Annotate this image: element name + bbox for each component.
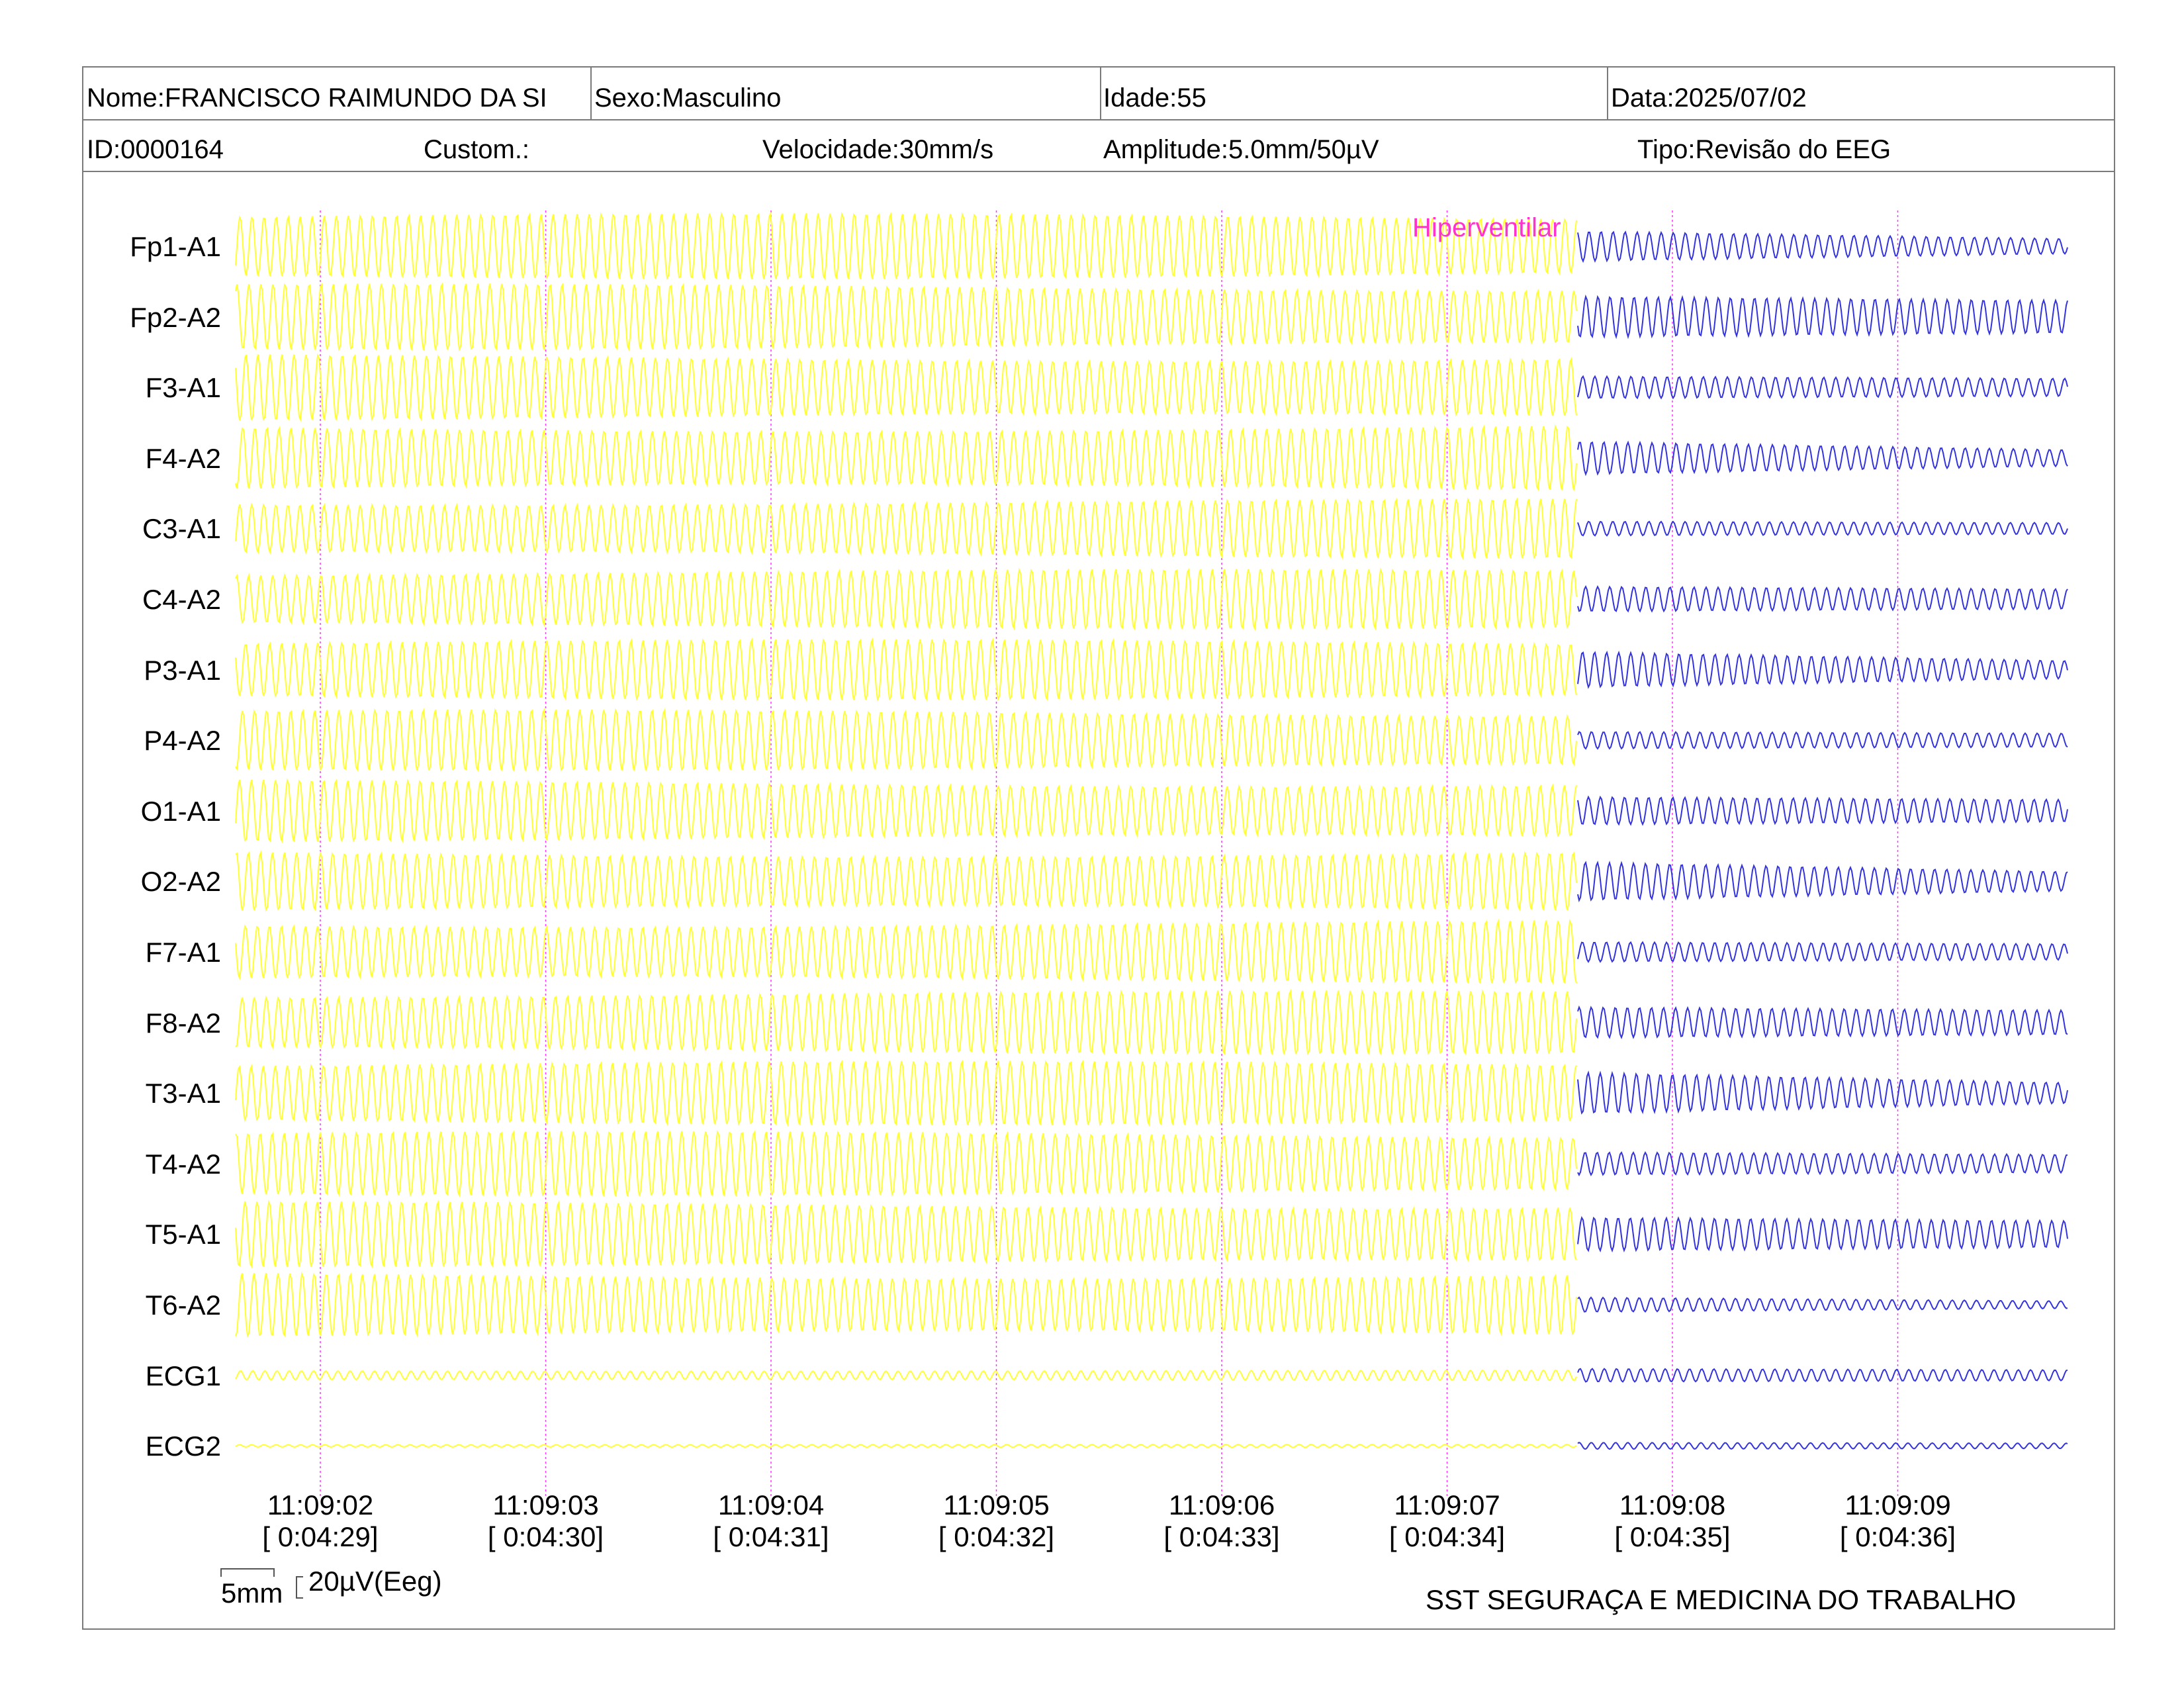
header-divider-2 (82, 171, 2115, 172)
channel-label-o1-a1: O1-A1 (140, 795, 221, 827)
trace-o1-a1-pre (235, 778, 1577, 844)
channel-label-f3-a1: F3-A1 (145, 372, 221, 404)
trace-f4-a2-post (1577, 440, 2068, 477)
speed-setting: Velocidade:30mm/s (762, 135, 994, 164)
trace-ecg2-pre (235, 1443, 1577, 1448)
time-tick-elapsed: [ 0:04:35] (1614, 1521, 1731, 1553)
trace-p4-a2-pre (235, 708, 1577, 773)
time-tick-label: 11:09:09[ 0:04:36] (1819, 1489, 1978, 1554)
time-tick-clock: 11:09:05 (943, 1489, 1050, 1521)
scale-bar-icon (220, 1568, 303, 1599)
amplitude-setting: Amplitude:5.0mm/50µV (1103, 135, 1379, 164)
time-tick-label: 11:09:05[ 0:04:32] (917, 1489, 1076, 1554)
time-tick-elapsed: [ 0:04:33] (1163, 1521, 1280, 1553)
time-tick-clock: 11:09:02 (267, 1489, 374, 1521)
time-tick-label: 11:09:02[ 0:04:29] (241, 1489, 400, 1554)
time-tick-elapsed: [ 0:04:36] (1839, 1521, 1956, 1553)
trace-f3-a1-pre (235, 353, 1577, 422)
record-date: Data:2025/07/02 (1611, 83, 1807, 113)
trace-f8-a2-pre (235, 988, 1577, 1056)
time-tick-elapsed: [ 0:04:30] (487, 1521, 604, 1553)
header-divider-1 (82, 119, 2115, 120)
trace-t4-a2-pre (235, 1129, 1577, 1198)
patient-name: Nome:FRANCISCO RAIMUNDO DA SI (87, 85, 547, 111)
time-tick-elapsed: [ 0:04:32] (938, 1521, 1055, 1553)
trace-f3-a1-post (1577, 375, 2068, 400)
time-tick-label: 11:09:08[ 0:04:35] (1593, 1489, 1752, 1554)
trace-t5-a1-post (1577, 1215, 2068, 1253)
trace-o2-a2-pre (235, 850, 1577, 912)
trace-f7-a1-post (1577, 941, 2068, 963)
scale-vertical-label: 20µV(Eeg) (308, 1566, 442, 1597)
trace-p3-a1-pre (235, 637, 1577, 702)
time-tick-elapsed: [ 0:04:34] (1388, 1521, 1506, 1553)
channel-label-o2-a2: O2-A2 (140, 866, 221, 898)
header-col-divider-1 (590, 66, 592, 119)
page-frame (82, 66, 2115, 1630)
channel-label-fp1-a1: Fp1-A1 (130, 231, 221, 262)
hyperventilation-annotation: Hiperventilar (1412, 213, 1561, 242)
trace-o1-a1-post (1577, 795, 2068, 826)
channel-label-fp2-a2: Fp2-A2 (130, 301, 221, 333)
trace-c4-a2-pre (235, 567, 1577, 631)
trace-t3-a1-pre (235, 1059, 1577, 1127)
channel-label-ecg2: ECG2 (145, 1430, 221, 1462)
channel-label-c4-a2: C4-A2 (142, 584, 221, 615)
time-tick-clock: 11:09:03 (492, 1489, 599, 1521)
trace-c4-a2-post (1577, 585, 2068, 613)
time-tick-clock: 11:09:04 (717, 1489, 825, 1521)
channel-label-t4-a2: T4-A2 (145, 1148, 221, 1180)
channel-label-p4-a2: P4-A2 (144, 725, 221, 757)
channel-label-c3-a1: C3-A1 (142, 513, 221, 545)
trace-t3-a1-post (1577, 1070, 2068, 1115)
trace-t6-a2-pre (235, 1271, 1577, 1338)
time-tick-clock: 11:09:08 (1619, 1489, 1726, 1521)
time-tick-clock: 11:09:09 (1844, 1489, 1951, 1521)
trace-fp2-a2-pre (235, 282, 1577, 352)
trace-c3-a1-pre (235, 496, 1577, 561)
header-col-divider-2 (1100, 66, 1101, 119)
patient-sex: Sexo:Masculino (594, 83, 782, 113)
trace-t6-a2-post (1577, 1296, 2068, 1313)
trace-o2-a2-post (1577, 861, 2068, 903)
time-tick-label: 11:09:03[ 0:04:30] (467, 1489, 625, 1554)
time-tick-label: 11:09:06[ 0:04:33] (1142, 1489, 1301, 1554)
time-tick-clock: 11:09:06 (1168, 1489, 1275, 1521)
time-tick-elapsed: [ 0:04:29] (262, 1521, 379, 1553)
trace-c3-a1-post (1577, 520, 2068, 537)
trace-fp1-a1-post (1577, 230, 2068, 263)
trace-fp2-a2-post (1577, 294, 2068, 340)
custom-field: Custom.: (424, 135, 530, 164)
trace-ecg2-post (1577, 1442, 2068, 1450)
company-name: SST SEGURAÇA E MEDICINA DO TRABALHO (1426, 1584, 2017, 1615)
trace-t4-a2-post (1577, 1150, 2068, 1177)
trace-f4-a2-pre (235, 424, 1577, 491)
channel-label-f8-a2: F8-A2 (145, 1007, 221, 1039)
patient-id: ID:0000164 (87, 135, 224, 164)
trace-ecg1-pre (235, 1369, 1577, 1382)
trace-f7-a1-pre (235, 918, 1577, 985)
trace-fp1-a1-pre (235, 211, 1577, 281)
time-tick-label: 11:09:07[ 0:04:34] (1368, 1489, 1527, 1554)
patient-age: Idade:55 (1103, 83, 1206, 113)
channel-label-p3-a1: P3-A1 (144, 654, 221, 686)
channel-label-t5-a1: T5-A1 (145, 1219, 221, 1250)
channel-label-ecg1: ECG1 (145, 1360, 221, 1391)
trace-p4-a2-post (1577, 730, 2068, 750)
header-col-divider-3 (1607, 66, 1608, 119)
record-type: Tipo:Revisão do EEG (1637, 135, 1891, 164)
channel-label-t3-a1: T3-A1 (145, 1078, 221, 1109)
scale-horizontal-label: 5mm (221, 1577, 283, 1609)
trace-ecg1-post (1577, 1368, 2068, 1383)
trace-t5-a1-pre (235, 1199, 1577, 1268)
channel-label-f4-a2: F4-A2 (145, 442, 221, 474)
trace-f8-a2-post (1577, 1005, 2068, 1039)
time-tick-elapsed: [ 0:04:31] (713, 1521, 829, 1553)
channel-label-t6-a2: T6-A2 (145, 1289, 221, 1321)
time-tick-clock: 11:09:07 (1394, 1489, 1500, 1521)
channel-label-f7-a1: F7-A1 (145, 937, 221, 968)
trace-p3-a1-post (1577, 650, 2068, 689)
time-tick-label: 11:09:04[ 0:04:31] (692, 1489, 850, 1554)
